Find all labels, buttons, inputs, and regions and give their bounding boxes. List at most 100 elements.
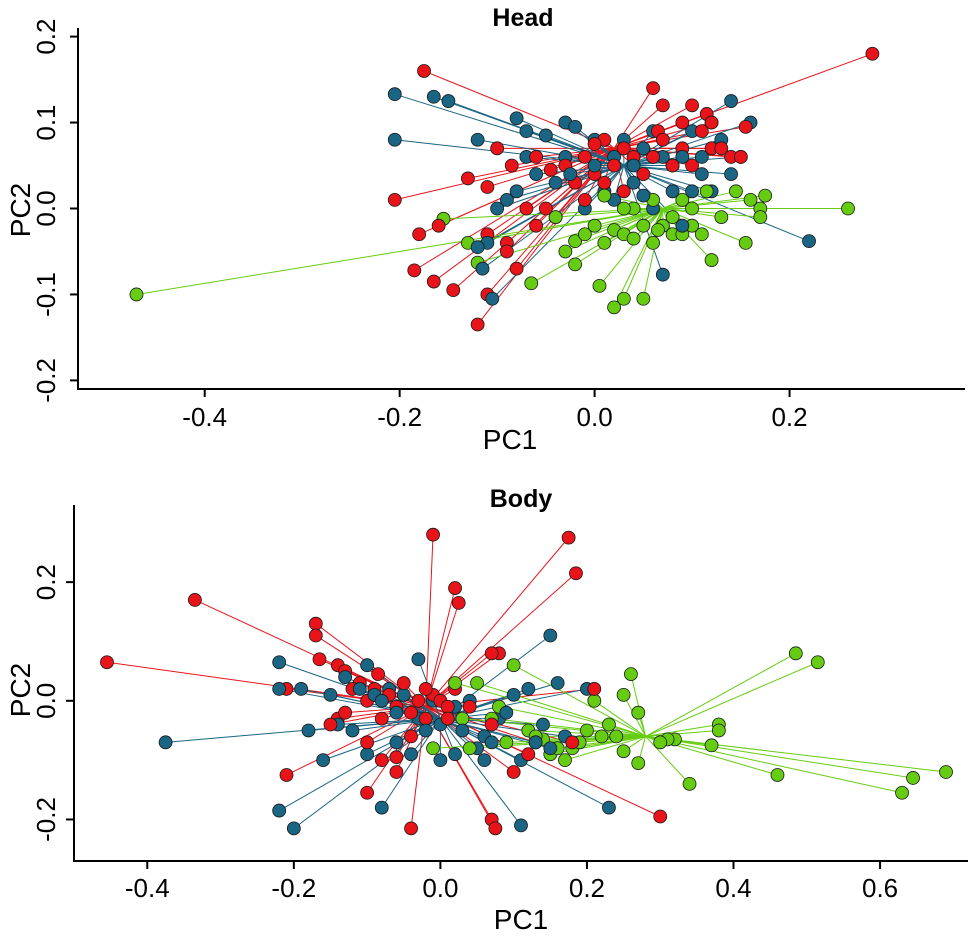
body-red-point [484,646,499,661]
body-y-tick-label: 0.2 [31,564,61,600]
head-red-point [407,263,422,278]
head-x-axis-label: PC1 [483,424,537,455]
body-blue-point [536,717,550,732]
head-red-point [460,171,475,186]
head-red-point [607,158,621,173]
head-green-point [675,193,690,207]
body-red-point [561,530,576,545]
head-red-point [597,175,612,190]
body-blue-point [338,670,353,684]
body-blue-point [528,735,543,750]
body-red-point [488,821,503,836]
body-red-point [396,676,411,690]
body-red-point [374,753,389,768]
body-green-connector [630,673,647,737]
body-connector-lines [106,534,947,829]
body-red-point [440,711,455,726]
body-blue-point [418,723,433,738]
head-red-point [685,158,699,173]
head-green-point [651,223,665,237]
body-blue-point [484,735,499,750]
body-blue-point [389,705,404,720]
body-green-point [682,776,697,791]
body-green-point [631,756,646,770]
body-panel: Body -0.4 -0.2 0.0 0.2 0.4 0.6 -0.2 0.0 0.2 PC1… [5,485,968,935]
head-blue-point [694,167,709,182]
body-red-point [308,616,323,631]
head-red-point [665,158,680,173]
body-green-connector [645,736,690,785]
body-blue-point [294,682,309,696]
body-green-connector [593,700,646,737]
head-red-point [387,193,402,207]
head-chart-title: Head [492,4,553,32]
body-red-point [188,593,202,607]
head-red-point [431,218,446,233]
head-blue-point [426,89,441,104]
head-green-point [729,184,743,199]
body-blue-connector [439,718,522,826]
body-green-point [602,717,616,732]
body-x-axis-label: PC1 [494,904,548,935]
body-blue-point [543,628,558,643]
body-blue-point [158,735,173,750]
body-blue-point [272,803,287,818]
body-blue-point [360,658,375,673]
body-green-point [770,768,785,782]
body-red-point [404,729,418,744]
head-red-point [504,158,519,173]
head-green-point [743,193,758,207]
body-chart-title: Body [490,485,553,513]
head-green-point [568,257,583,272]
body-blue-point [352,682,367,696]
body-red-point [360,735,375,750]
body-green-connector [645,729,719,737]
head-blue-point [485,291,500,306]
head-blue-point [387,132,402,147]
body-red-point [451,596,466,610]
head-green-point [577,227,592,242]
head-green-point [616,201,631,216]
body-blue-point [499,705,514,720]
head-y-axis-label: PC2 [5,183,36,237]
head-green-connector [555,208,663,218]
head-red-point [738,119,753,134]
body-green-point [631,705,646,720]
head-green-connector [599,208,664,287]
head-green-point [636,218,651,233]
body-blue-point [301,723,316,738]
body-red-point [418,682,433,696]
body-blue-point [316,753,331,768]
body-y-axis-label: PC2 [5,663,36,717]
body-green-connector [645,735,903,794]
body-blue-point [404,747,418,762]
head-green-point [607,300,621,315]
body-axes [73,505,968,862]
head-blue-point [685,184,699,199]
head-red-point [426,274,441,289]
head-red-point [529,218,544,233]
head-blue-point [563,167,578,182]
head-red-point [480,180,495,194]
head-blue-point [665,184,680,199]
body-blue-point [396,687,411,702]
body-blue-point [455,723,470,738]
body-red-point [279,768,294,782]
head-red-point [490,141,505,156]
head-blue-point [538,128,553,143]
head-green-point [753,210,768,224]
head-green-connector [662,190,737,209]
head-green-point [548,210,563,224]
head-red-point [519,201,534,216]
head-blue-point [499,193,514,207]
head-blue-point [470,240,485,255]
body-red-point [404,705,418,720]
body-red-point [360,785,375,800]
head-blue-point [475,261,490,276]
body-red-connector [425,537,570,708]
head-blue-point [470,132,485,147]
body-green-point [624,667,638,681]
body-green-point [587,693,602,708]
body-blue-point [477,753,492,768]
